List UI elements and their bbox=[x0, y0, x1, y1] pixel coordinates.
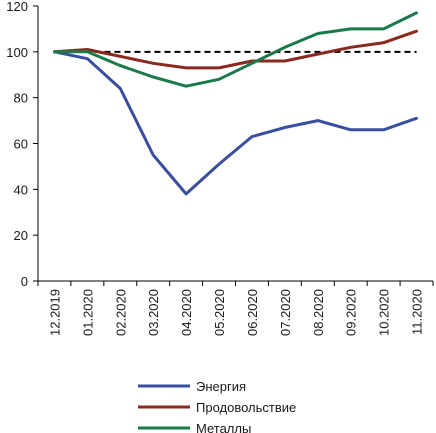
x-tick-label: 01.2020 bbox=[80, 289, 95, 336]
y-tick-label: 120 bbox=[6, 0, 28, 14]
y-tick-label: 60 bbox=[14, 137, 28, 152]
y-axis-ticks: 0 20 40 60 80 100 120 bbox=[6, 0, 38, 289]
x-tick-label: 05.2020 bbox=[212, 289, 227, 336]
series-line-1 bbox=[53, 50, 418, 196]
x-tick-label: 08.2020 bbox=[311, 289, 326, 336]
legend-label: Энергия bbox=[196, 379, 246, 394]
y-tick-label: 40 bbox=[14, 182, 28, 197]
x-tick-label: 10.2020 bbox=[377, 289, 392, 336]
y-tick-label: 0 bbox=[21, 274, 28, 289]
y-tick-label: 20 bbox=[14, 228, 28, 243]
legend: Энергия Продовольствие Металлы bbox=[138, 379, 296, 433]
x-tick-label: 04.2020 bbox=[179, 289, 194, 336]
x-tick-label: 09.2020 bbox=[344, 289, 359, 336]
x-tick-label: 02.2020 bbox=[113, 289, 128, 336]
x-axis-ticks: 12.2019 01.2020 02.2020 03.2020 04.2020 05.20… bbox=[37, 281, 434, 336]
series-line-3 bbox=[53, 11, 418, 88]
y-tick-label: 100 bbox=[6, 45, 28, 60]
chart-axes bbox=[37, 6, 433, 282]
x-tick-label: 07.2020 bbox=[278, 289, 293, 336]
legend-label: Продовольствие bbox=[196, 400, 296, 415]
y-tick-label: 80 bbox=[14, 91, 28, 106]
legend-label: Металлы bbox=[196, 421, 251, 433]
x-tick-label: 03.2020 bbox=[146, 289, 161, 336]
x-tick-label: 12.2019 bbox=[47, 289, 62, 336]
series-line-2 bbox=[53, 29, 418, 70]
series-group bbox=[53, 11, 418, 196]
x-tick-label: 11.2020 bbox=[410, 289, 425, 335]
x-tick-label: 06.2020 bbox=[245, 289, 260, 336]
